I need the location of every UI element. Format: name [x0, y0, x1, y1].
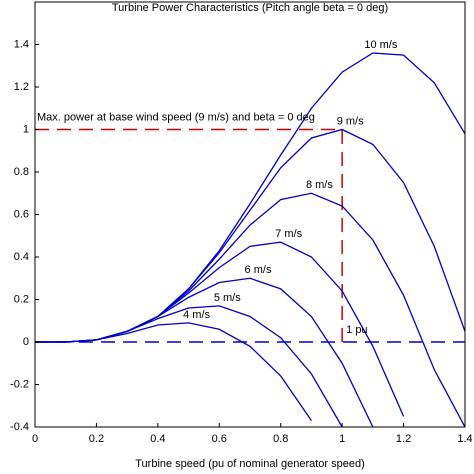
- plot-frame: [34, 1, 466, 428]
- y-tick-label: 0: [23, 336, 29, 348]
- series-label: 6 m/s: [245, 264, 272, 276]
- series-line: [35, 277, 374, 427]
- series-label: 8 m/s: [306, 179, 333, 191]
- y-tick-label: 1.4: [14, 38, 29, 50]
- x-tick-label: 1.4: [457, 433, 472, 445]
- y-tick-label: -0.4: [10, 421, 29, 433]
- x-tick-label: 1.2: [396, 433, 411, 445]
- series-label: 10 m/s: [364, 39, 398, 51]
- y-tick-label: 1: [23, 123, 29, 135]
- x-tick-label: 0.8: [273, 433, 288, 445]
- x-tick-label: 0.6: [212, 433, 227, 445]
- x-tick-label: 0.4: [150, 433, 165, 445]
- series-line: [35, 305, 343, 427]
- y-tick-label: 0.8: [14, 166, 29, 178]
- x-axis-label: Turbine speed (pu of nominal generator s…: [135, 458, 365, 470]
- y-tick-label: 0.4: [14, 251, 29, 263]
- series-line: [35, 52, 465, 343]
- annotation: 1 pu: [346, 324, 367, 336]
- series-label: 7 m/s: [275, 228, 302, 240]
- chart-title: Turbine Power Characteristics (Pitch ang…: [112, 2, 388, 14]
- plot-area: [35, 52, 465, 427]
- series-line: [35, 128, 465, 343]
- y-tick-label: 0.6: [14, 208, 29, 220]
- series-label: 9 m/s: [337, 115, 364, 127]
- series-label: 5 m/s: [214, 292, 241, 304]
- y-tick-label: 0.2: [14, 293, 29, 305]
- annotation: Max. power at base wind speed (9 m/s) an…: [37, 111, 315, 123]
- y-tick-label: 1.2: [14, 81, 29, 93]
- x-tick-label: 1: [339, 433, 345, 445]
- series-label: 4 m/s: [183, 309, 210, 321]
- x-tick-label: 0.2: [89, 433, 104, 445]
- series-line: [35, 322, 312, 421]
- x-tick-label: 0: [32, 433, 38, 445]
- series-line: [35, 192, 465, 427]
- y-tick-label: -0.2: [10, 378, 29, 390]
